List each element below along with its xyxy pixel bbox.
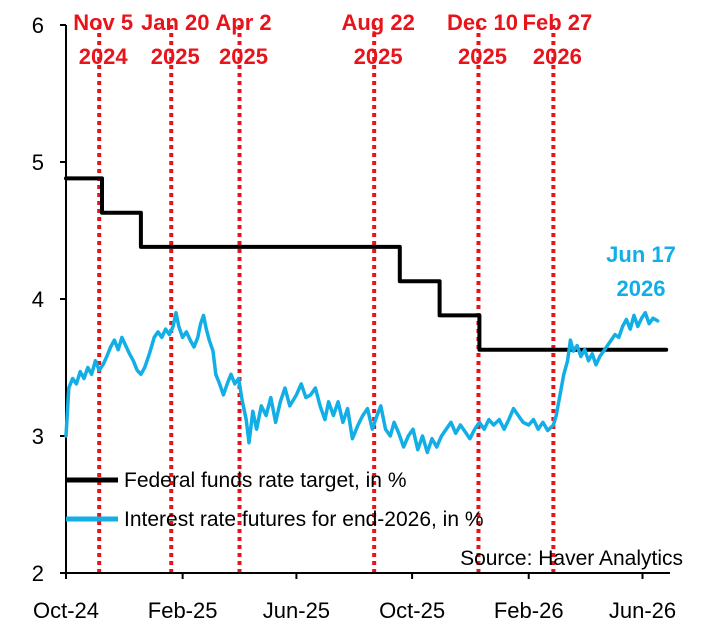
callout: Jun 17 2026: [606, 242, 676, 301]
event-label-date-2: Apr 2: [215, 10, 271, 35]
x-tick-label-4: Feb-26: [494, 598, 564, 623]
event-label-year-4: 2025: [458, 44, 507, 69]
legend-label-fed-funds: Federal funds rate target, in %: [124, 469, 407, 492]
y-tick-label-0: 2: [32, 561, 44, 586]
event-label-year-5: 2026: [533, 44, 582, 69]
x-tick-label-2: Jun-25: [263, 598, 330, 623]
source-note: Source: Haver Analytics: [460, 547, 683, 570]
x-tick-label-1: Feb-25: [148, 598, 218, 623]
event-label-year-0: 2024: [79, 44, 129, 69]
y-tick-label-2: 4: [32, 287, 44, 312]
event-label-year-1: 2025: [151, 44, 200, 69]
event-label-date-3: Aug 22: [341, 10, 414, 35]
event-label-date-4: Dec 10: [447, 10, 518, 35]
x-tick-label-0: Oct-24: [33, 598, 99, 623]
x-tick-label-5: Jun-26: [609, 598, 676, 623]
event-label-year-3: 2025: [354, 44, 403, 69]
event-labels: Nov 5 2024 Jan 20 2025 Apr 2 2025 Aug 22 2025 De…: [73, 10, 592, 69]
y-tick-label-4: 6: [32, 13, 44, 38]
y-tick-label-1: 3: [32, 424, 44, 449]
legend: Federal funds rate target, in % Interest…: [66, 469, 683, 570]
series-line-0: [64, 176, 669, 352]
series-line-1: [64, 310, 660, 455]
legend-label-futures: Interest rate futures for end-2026, in %: [124, 508, 484, 531]
y-tick-label-3: 5: [32, 150, 44, 175]
event-label-year-2: 2025: [219, 44, 268, 69]
event-label-date-5: Feb 27: [523, 10, 593, 35]
axes: 2 3 4 5 6 Oct-24 Feb-25 Jun-25 Oct-25 Feb-26 Jun-2…: [32, 13, 676, 623]
x-tick-label-3: Oct-25: [379, 598, 445, 623]
callout-date: Jun 17: [606, 242, 676, 267]
callout-year: 2026: [617, 276, 666, 301]
series: [64, 176, 669, 455]
event-label-date-0: Nov 5: [73, 10, 133, 35]
event-label-date-1: Jan 20: [141, 10, 210, 35]
